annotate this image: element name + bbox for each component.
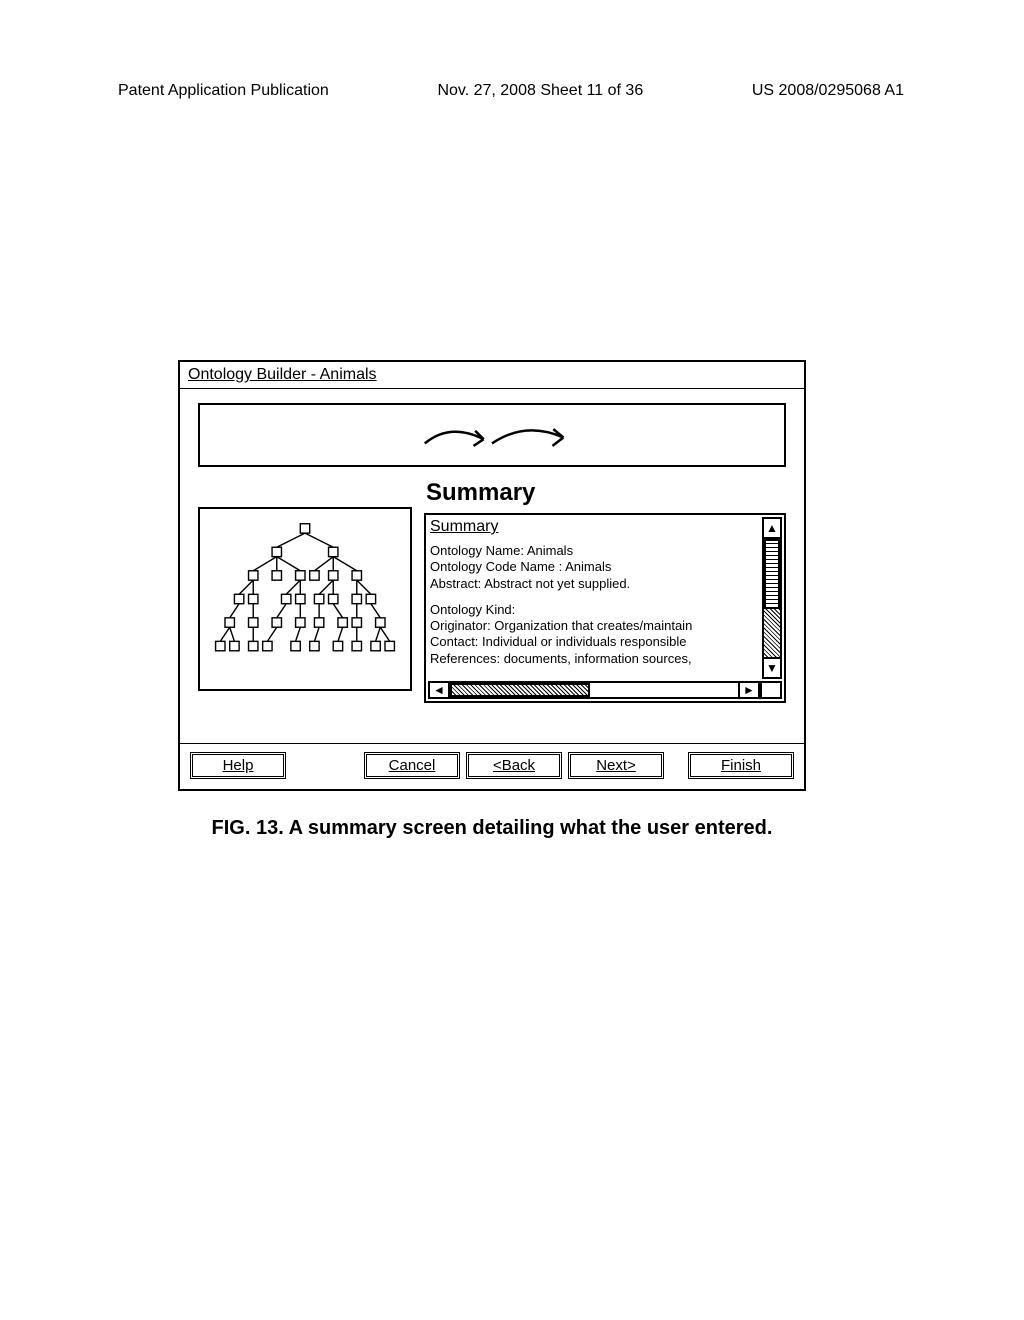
summary-line: Ontology Name: Animals <box>430 543 758 559</box>
summary-heading: Summary <box>430 517 758 537</box>
tree-icon <box>210 519 400 679</box>
header-center: Nov. 27, 2008 Sheet 11 of 36 <box>437 82 643 100</box>
scroll-up-icon[interactable]: ▲ <box>762 517 782 539</box>
banner-graphic <box>198 403 786 467</box>
help-button[interactable]: Help <box>190 752 286 779</box>
summary-line: Ontology Code Name : Animals <box>430 559 758 575</box>
summary-text: Summary Ontology Name: Animals Ontology … <box>430 517 758 679</box>
logo-swoosh-icon <box>408 414 576 456</box>
scroll-right-icon[interactable]: ► <box>738 681 760 699</box>
header-right: US 2008/0295068 A1 <box>752 82 904 100</box>
summary-panel: Summary Ontology Name: Animals Ontology … <box>424 513 786 703</box>
button-row: Help Cancel <Back Next> Finish <box>180 743 804 789</box>
summary-line: Ontology Kind: <box>430 602 758 618</box>
summary-line: References: documents, information sourc… <box>430 651 758 667</box>
vscroll-thumb[interactable] <box>764 539 780 609</box>
hscroll-thumb[interactable] <box>450 683 590 697</box>
scroll-corner <box>760 681 782 699</box>
summary-line: Abstract: Abstract not yet supplied. <box>430 576 758 592</box>
figure-caption: FIG. 13. A summary screen detailing what… <box>178 817 806 840</box>
back-button[interactable]: <Back <box>466 752 562 779</box>
page-header: Patent Application Publication Nov. 27, … <box>118 82 904 100</box>
summary-line: Originator: Organization that creates/ma… <box>430 618 758 634</box>
scroll-down-icon[interactable]: ▼ <box>762 657 782 679</box>
window-title: Ontology Builder - Animals <box>180 362 804 389</box>
next-button[interactable]: Next> <box>568 752 664 779</box>
scroll-left-icon[interactable]: ◄ <box>428 681 450 699</box>
summary-line: Contact: Individual or individuals respo… <box>430 634 758 650</box>
vscroll-track[interactable] <box>762 539 782 657</box>
dialog-window: Ontology Builder - Animals <box>178 360 806 791</box>
figure: Ontology Builder - Animals <box>178 360 806 840</box>
horizontal-scrollbar[interactable]: ◄ ► <box>428 681 782 699</box>
cancel-button[interactable]: Cancel <box>364 752 460 779</box>
tree-illustration <box>198 507 412 691</box>
hscroll-track[interactable] <box>450 681 738 699</box>
vertical-scrollbar[interactable]: ▲ ▼ <box>762 517 782 679</box>
section-title: Summary <box>426 479 786 507</box>
finish-button[interactable]: Finish <box>688 752 794 779</box>
header-left: Patent Application Publication <box>118 82 329 100</box>
banner-area <box>180 389 804 473</box>
